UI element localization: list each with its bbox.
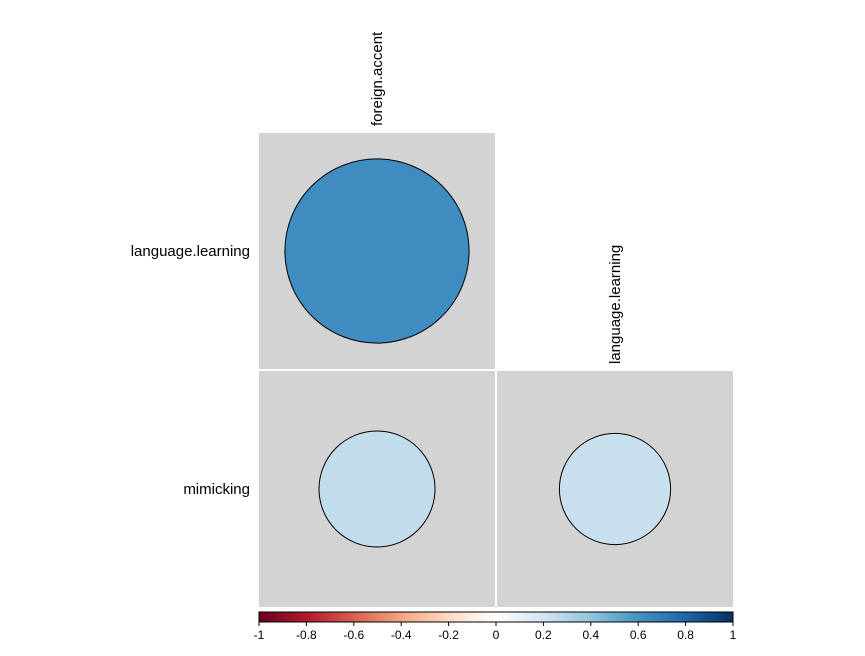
colorbar-tick-label: 0.6	[630, 628, 647, 642]
colorbar: -1 -0.8 -0.6 -0.4 -0.2 0 0.2 0.4 0.6 0.8 1	[254, 611, 737, 642]
correlation-circle	[318, 430, 436, 548]
colorbar-tick-label: 1	[730, 628, 737, 642]
circles-layer	[284, 158, 672, 548]
colorbar-tick-label: -0.4	[391, 628, 412, 642]
row-label: language.learning	[131, 243, 250, 260]
correlation-circle	[558, 432, 672, 546]
colorbar-gradient	[258, 611, 734, 623]
colorbar-tick-label: 0	[493, 628, 500, 642]
correlation-circle	[284, 158, 470, 344]
colorbar-tick-label: -1	[254, 628, 265, 642]
colorbar-tick-label: 0.8	[677, 628, 694, 642]
column-label: foreign.accent	[369, 31, 386, 126]
column-label: language.learning	[607, 245, 624, 364]
labels-layer: language.learning mimicking foreign.accent…	[131, 31, 624, 498]
colorbar-tick-label: 0.2	[535, 628, 552, 642]
colorbar-tick-label: -0.6	[343, 628, 364, 642]
colorbar-tick-label: 0.4	[582, 628, 599, 642]
colorbar-tick-label: -0.8	[296, 628, 317, 642]
row-label: mimicking	[183, 481, 250, 498]
colorbar-tick-label: -0.2	[438, 628, 459, 642]
